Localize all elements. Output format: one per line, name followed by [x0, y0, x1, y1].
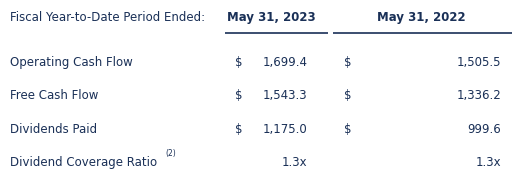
Text: $: $: [344, 122, 352, 136]
Text: 1.3x: 1.3x: [476, 156, 501, 169]
Text: 1,336.2: 1,336.2: [457, 89, 501, 102]
Text: 1.3x: 1.3x: [282, 156, 308, 169]
Text: Fiscal Year-to-Date Period Ended:: Fiscal Year-to-Date Period Ended:: [10, 11, 205, 24]
Text: May 31, 2022: May 31, 2022: [377, 11, 466, 24]
Text: 1,699.4: 1,699.4: [263, 56, 308, 69]
Text: 1,543.3: 1,543.3: [263, 89, 308, 102]
Text: $: $: [344, 89, 352, 102]
Text: May 31, 2023: May 31, 2023: [227, 11, 316, 24]
Text: $: $: [235, 56, 243, 69]
Text: Dividend Coverage Ratio: Dividend Coverage Ratio: [10, 156, 158, 169]
Text: Free Cash Flow: Free Cash Flow: [10, 89, 99, 102]
Text: $: $: [235, 89, 243, 102]
Text: 1,505.5: 1,505.5: [457, 56, 501, 69]
Text: (2): (2): [165, 149, 176, 158]
Text: 999.6: 999.6: [468, 122, 501, 136]
Text: 1,175.0: 1,175.0: [263, 122, 308, 136]
Text: Dividends Paid: Dividends Paid: [10, 122, 98, 136]
Text: $: $: [344, 56, 352, 69]
Text: Operating Cash Flow: Operating Cash Flow: [10, 56, 133, 69]
Text: $: $: [235, 122, 243, 136]
